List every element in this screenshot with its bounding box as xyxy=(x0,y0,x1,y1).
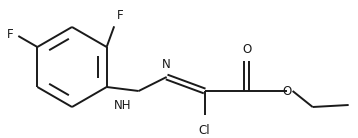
Text: Cl: Cl xyxy=(199,124,211,137)
Text: O: O xyxy=(242,43,251,56)
Text: F: F xyxy=(7,27,13,40)
Text: O: O xyxy=(282,84,291,98)
Text: NH: NH xyxy=(114,99,131,112)
Text: N: N xyxy=(162,58,171,71)
Text: F: F xyxy=(117,9,124,22)
